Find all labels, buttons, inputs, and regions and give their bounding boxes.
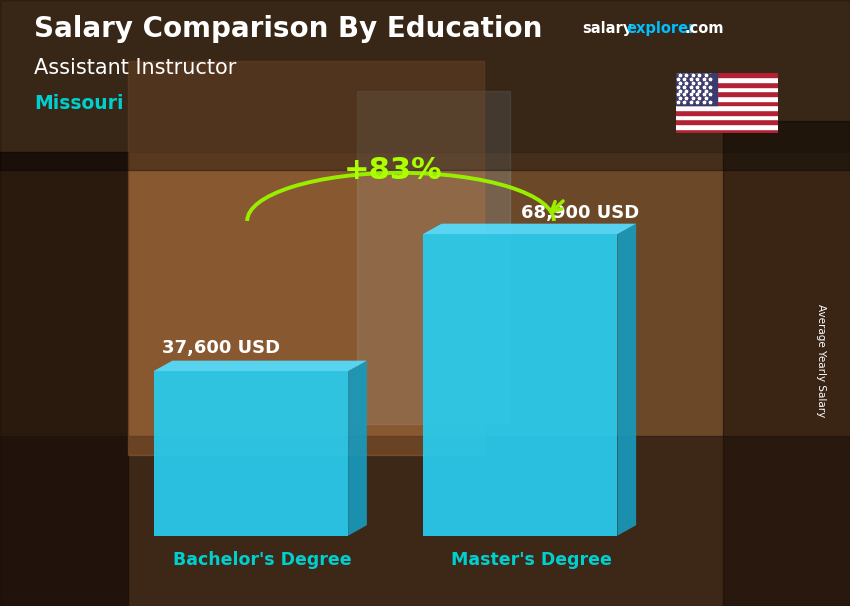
Text: Average Yearly Salary: Average Yearly Salary (816, 304, 825, 417)
Polygon shape (423, 234, 617, 536)
Polygon shape (348, 361, 367, 536)
Polygon shape (154, 361, 367, 371)
Text: explorer: explorer (626, 21, 696, 36)
Bar (676, 87, 778, 92)
Text: Missouri: Missouri (34, 94, 123, 113)
Bar (676, 92, 778, 96)
Bar (676, 73, 778, 78)
Bar (676, 73, 717, 105)
Bar (722, 121, 850, 606)
Polygon shape (154, 371, 348, 536)
Bar (676, 105, 778, 110)
Polygon shape (617, 224, 636, 536)
Text: Master's Degree: Master's Degree (451, 551, 612, 569)
Text: 37,600 USD: 37,600 USD (162, 339, 280, 357)
Text: salary: salary (582, 21, 632, 36)
Bar (676, 115, 778, 119)
Text: 68,900 USD: 68,900 USD (521, 204, 639, 222)
Bar (676, 119, 778, 124)
Bar (676, 124, 778, 128)
Text: Bachelor's Degree: Bachelor's Degree (173, 551, 351, 569)
Text: .com: .com (684, 21, 723, 36)
Bar (0, 152, 128, 606)
Bar (357, 91, 510, 424)
Bar (676, 110, 778, 115)
Bar (128, 61, 484, 455)
Bar (676, 128, 778, 133)
Bar (0, 0, 850, 170)
Bar (676, 78, 778, 82)
Text: +83%: +83% (343, 156, 442, 185)
Bar (0, 436, 850, 606)
Text: Assistant Instructor: Assistant Instructor (34, 58, 236, 78)
Bar (0, 0, 850, 152)
Bar (676, 101, 778, 105)
Text: Salary Comparison By Education: Salary Comparison By Education (34, 15, 542, 43)
Bar (676, 96, 778, 101)
Polygon shape (423, 224, 636, 234)
Bar (676, 82, 778, 87)
